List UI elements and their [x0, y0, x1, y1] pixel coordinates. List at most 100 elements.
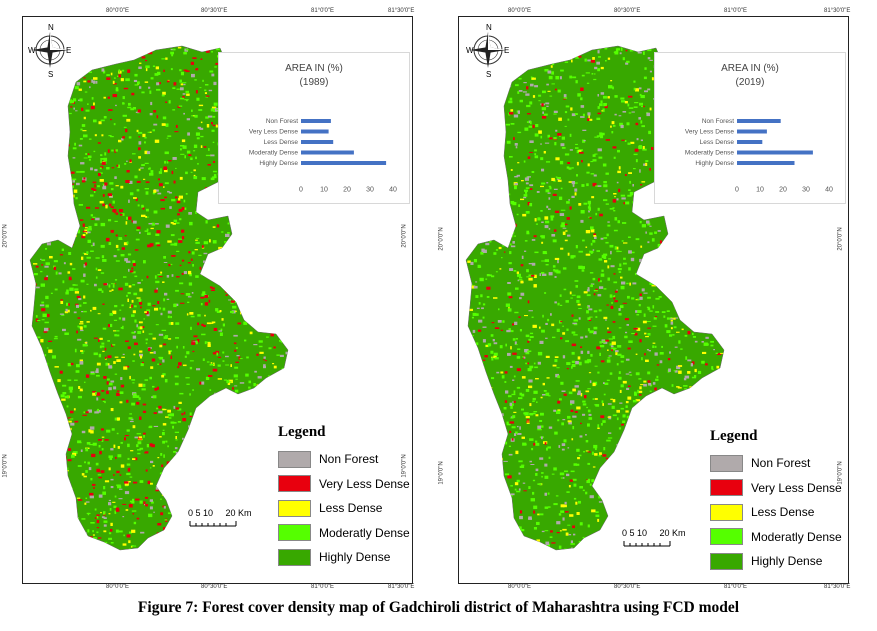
density-pixel: [594, 66, 598, 70]
density-pixel: [626, 441, 630, 444]
highly-dense-swatch: [278, 548, 311, 566]
density-pixel: [575, 147, 579, 149]
density-pixel: [545, 189, 550, 193]
density-pixel: [177, 46, 182, 49]
density-pixel: [547, 506, 551, 508]
density-pixel: [657, 468, 662, 471]
density-pixel: [576, 406, 581, 410]
density-pixel: [687, 473, 690, 476]
density-pixel: [190, 157, 193, 160]
density-pixel: [48, 449, 52, 452]
density-pixel: [648, 199, 651, 202]
density-pixel: [664, 392, 669, 396]
top-tick-81-0: 81°0'0"E: [724, 8, 748, 14]
density-pixel: [720, 327, 724, 331]
density-pixel: [566, 217, 570, 220]
density-pixel: [523, 60, 526, 64]
density-pixel: [249, 231, 253, 234]
density-pixel: [212, 352, 217, 355]
density-pixel: [214, 259, 217, 263]
density-pixel: [134, 436, 138, 439]
density-pixel: [628, 371, 632, 373]
density-pixel: [238, 410, 241, 415]
density-pixel: [474, 149, 478, 152]
density-pixel: [481, 224, 483, 228]
density-pixel: [156, 115, 159, 119]
density-pixel: [672, 212, 676, 216]
density-pixel: [253, 209, 258, 212]
density-pixel: [587, 423, 590, 427]
density-pixel: [660, 286, 664, 290]
density-pixel: [257, 306, 263, 310]
density-pixel: [564, 111, 568, 114]
density-pixel: [656, 271, 660, 275]
density-pixel: [492, 128, 497, 131]
density-pixel: [683, 225, 687, 228]
density-pixel: [155, 242, 160, 245]
density-pixel: [43, 78, 48, 82]
density-pixel: [560, 209, 566, 211]
density-pixel: [587, 462, 591, 465]
density-pixel: [185, 293, 191, 296]
density-pixel: [534, 155, 539, 159]
density-pixel: [227, 222, 230, 225]
density-pixel: [231, 441, 236, 445]
density-pixel: [683, 458, 686, 462]
density-pixel: [224, 490, 229, 494]
density-pixel: [612, 295, 616, 298]
density-pixel: [149, 90, 152, 94]
density-pixel: [644, 400, 646, 403]
density-pixel: [218, 263, 222, 267]
density-pixel: [203, 324, 206, 327]
density-pixel: [646, 112, 650, 117]
density-pixel: [651, 281, 656, 285]
density-pixel: [158, 171, 162, 174]
density-pixel: [30, 79, 33, 82]
density-pixel: [542, 252, 548, 255]
scale-end: 20 Km: [225, 508, 252, 518]
density-pixel: [481, 466, 485, 469]
density-pixel: [81, 256, 84, 260]
density-pixel: [507, 497, 512, 500]
density-pixel: [142, 206, 145, 210]
density-pixel: [191, 459, 194, 461]
density-pixel: [600, 423, 603, 426]
density-pixel: [559, 398, 562, 401]
density-pixel: [211, 287, 215, 290]
density-pixel: [631, 333, 636, 335]
density-pixel: [114, 373, 118, 375]
density-pixel: [601, 269, 604, 272]
density-pixel: [46, 415, 48, 418]
density-pixel: [254, 531, 258, 534]
density-pixel: [259, 240, 262, 243]
density-pixel: [661, 397, 666, 399]
density-pixel: [514, 143, 518, 146]
density-pixel: [562, 528, 567, 531]
density-pixel: [542, 251, 547, 254]
density-pixel: [200, 145, 203, 148]
density-pixel: [513, 375, 516, 378]
density-pixel: [524, 240, 528, 242]
density-pixel: [473, 175, 478, 179]
density-pixel: [496, 143, 499, 147]
density-pixel: [187, 132, 190, 136]
density-pixel: [240, 423, 242, 426]
density-pixel: [132, 107, 136, 110]
density-pixel: [113, 83, 117, 85]
density-pixel: [552, 265, 556, 268]
density-pixel: [599, 135, 604, 139]
density-pixel: [553, 467, 557, 471]
density-pixel: [697, 487, 701, 490]
density-pixel: [558, 513, 562, 516]
density-pixel: [550, 65, 553, 68]
density-pixel: [88, 158, 91, 161]
density-pixel: [216, 47, 220, 51]
density-pixel: [50, 463, 53, 467]
density-pixel: [554, 210, 560, 213]
density-pixel: [499, 147, 503, 151]
density-pixel: [102, 183, 105, 186]
density-pixel: [282, 245, 285, 247]
density-pixel: [494, 465, 499, 469]
density-pixel: [691, 361, 695, 365]
density-pixel: [108, 532, 112, 535]
